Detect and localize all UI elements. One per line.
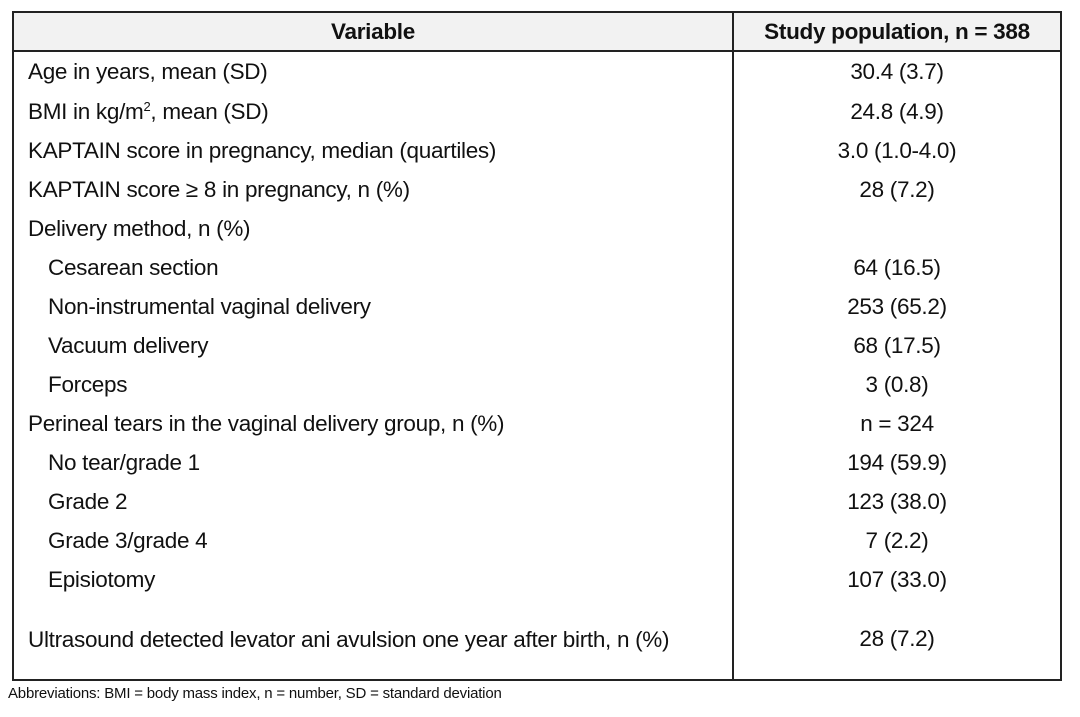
row-value-no-tear: 194 (59.9) <box>732 443 1062 482</box>
table-row: Ultrasound detected levator ani avulsion… <box>12 599 1062 681</box>
row-value-episiotomy: 107 (33.0) <box>732 560 1062 599</box>
table-row: Forceps 3 (0.8) <box>12 365 1062 404</box>
table-row: Non-instrumental vaginal delivery 253 (6… <box>12 287 1062 326</box>
header-variable: Variable <box>12 11 734 52</box>
row-value-non-instrumental: 253 (65.2) <box>732 287 1062 326</box>
abbreviations-footnote: Abbreviations: BMI = body mass index, n … <box>8 685 502 702</box>
bmi-label-superscript: 2 <box>143 98 151 114</box>
row-label-non-instrumental: Non-instrumental vaginal delivery <box>12 287 734 326</box>
row-value-cesarean: 64 (16.5) <box>732 248 1062 287</box>
header-study-population: Study population, n = 388 <box>732 11 1062 52</box>
row-label-bmi: BMI in kg/m2, mean (SD) <box>12 92 734 131</box>
row-value-kaptain-score: 3.0 (1.0-4.0) <box>732 131 1062 170</box>
row-value-bmi: 24.8 (4.9) <box>732 92 1062 131</box>
row-label-episiotomy: Episiotomy <box>12 560 734 599</box>
row-label-kaptain-8: KAPTAIN score ≥ 8 in pregnancy, n (%) <box>12 170 734 209</box>
table-row: Episiotomy 107 (33.0) <box>12 560 1062 599</box>
row-value-levator-avulsion: 28 (7.2) <box>732 599 1062 681</box>
row-label-grade-2: Grade 2 <box>12 482 734 521</box>
table-row: Perineal tears in the vaginal delivery g… <box>12 404 1062 443</box>
table-row: Grade 2 123 (38.0) <box>12 482 1062 521</box>
table-row: Delivery method, n (%) <box>12 209 1062 248</box>
table-header-row: Variable Study population, n = 388 <box>12 11 1062 52</box>
row-value-vacuum: 68 (17.5) <box>732 326 1062 365</box>
row-label-levator-avulsion: Ultrasound detected levator ani avulsion… <box>12 599 734 681</box>
table-row: Vacuum delivery 68 (17.5) <box>12 326 1062 365</box>
row-label-forceps: Forceps <box>12 365 734 404</box>
row-label-perineal-tears: Perineal tears in the vaginal delivery g… <box>12 404 734 443</box>
row-value-age: 30.4 (3.7) <box>732 51 1062 92</box>
bmi-label-suffix: , mean (SD) <box>150 98 269 124</box>
table-row: Age in years, mean (SD) 30.4 (3.7) <box>12 51 1062 92</box>
row-value-kaptain-8: 28 (7.2) <box>732 170 1062 209</box>
row-value-grade-2: 123 (38.0) <box>732 482 1062 521</box>
row-label-age: Age in years, mean (SD) <box>12 51 734 92</box>
table-row: KAPTAIN score ≥ 8 in pregnancy, n (%) 28… <box>12 170 1062 209</box>
row-label-grade-3-4: Grade 3/grade 4 <box>12 521 734 560</box>
row-label-kaptain-score: KAPTAIN score in pregnancy, median (quar… <box>12 131 734 170</box>
row-label-no-tear: No tear/grade 1 <box>12 443 734 482</box>
row-value-perineal-tears: n = 324 <box>732 404 1062 443</box>
bmi-label-text: BMI in kg/m <box>28 98 144 124</box>
table-row: Grade 3/grade 4 7 (2.2) <box>12 521 1062 560</box>
table-row: No tear/grade 1 194 (59.9) <box>12 443 1062 482</box>
row-value-forceps: 3 (0.8) <box>732 365 1062 404</box>
row-value-delivery-method <box>732 209 1062 248</box>
row-value-grade-3-4: 7 (2.2) <box>732 521 1062 560</box>
row-label-delivery-method: Delivery method, n (%) <box>12 209 734 248</box>
table-row: Cesarean section 64 (16.5) <box>12 248 1062 287</box>
row-label-vacuum: Vacuum delivery <box>12 326 734 365</box>
table-row: KAPTAIN score in pregnancy, median (quar… <box>12 131 1062 170</box>
study-population-table: Variable Study population, n = 388 Age i… <box>12 11 1062 681</box>
table-row: BMI in kg/m2, mean (SD) 24.8 (4.9) <box>12 92 1062 131</box>
row-label-cesarean: Cesarean section <box>12 248 734 287</box>
